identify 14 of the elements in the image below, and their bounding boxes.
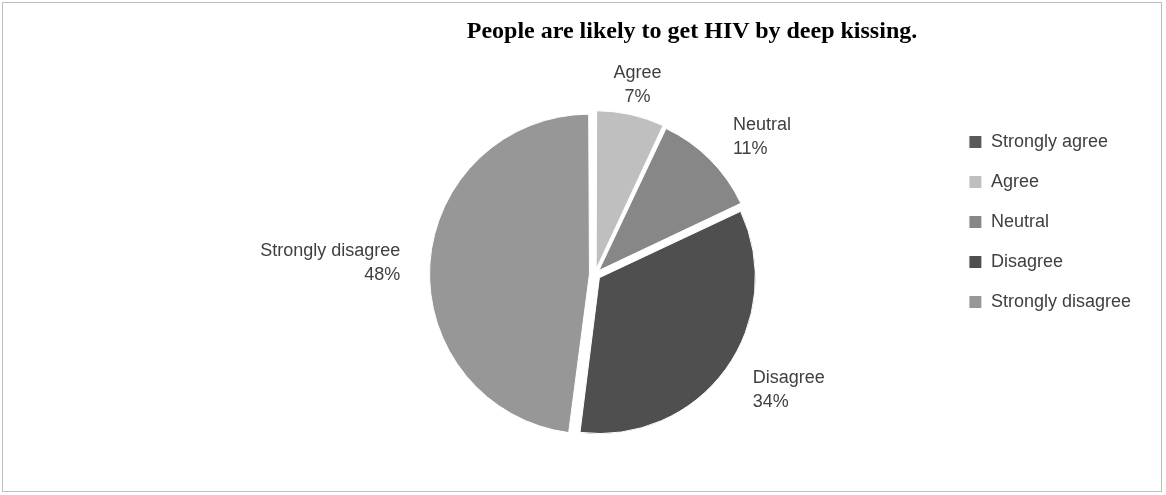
data-label: 11%	[732, 138, 768, 159]
slice-label: Strongly disagree	[260, 240, 401, 261]
slice-label: Disagree	[752, 367, 825, 388]
data-label: 48%	[364, 264, 401, 285]
legend-label: Disagree	[990, 250, 1063, 271]
legend-label: Agree	[990, 170, 1039, 191]
data-label: 7%	[624, 85, 651, 106]
legend-label: Strongly disagree	[990, 290, 1132, 311]
data-label: 34%	[752, 391, 789, 412]
chart-title: People are likely to get HIV by deep kissing.	[466, 16, 918, 43]
legend-label: Strongly agree	[990, 130, 1108, 151]
slice-label: Agree	[613, 61, 662, 82]
slice-label: Neutral	[732, 114, 791, 135]
legend-label: Neutral	[990, 210, 1049, 231]
